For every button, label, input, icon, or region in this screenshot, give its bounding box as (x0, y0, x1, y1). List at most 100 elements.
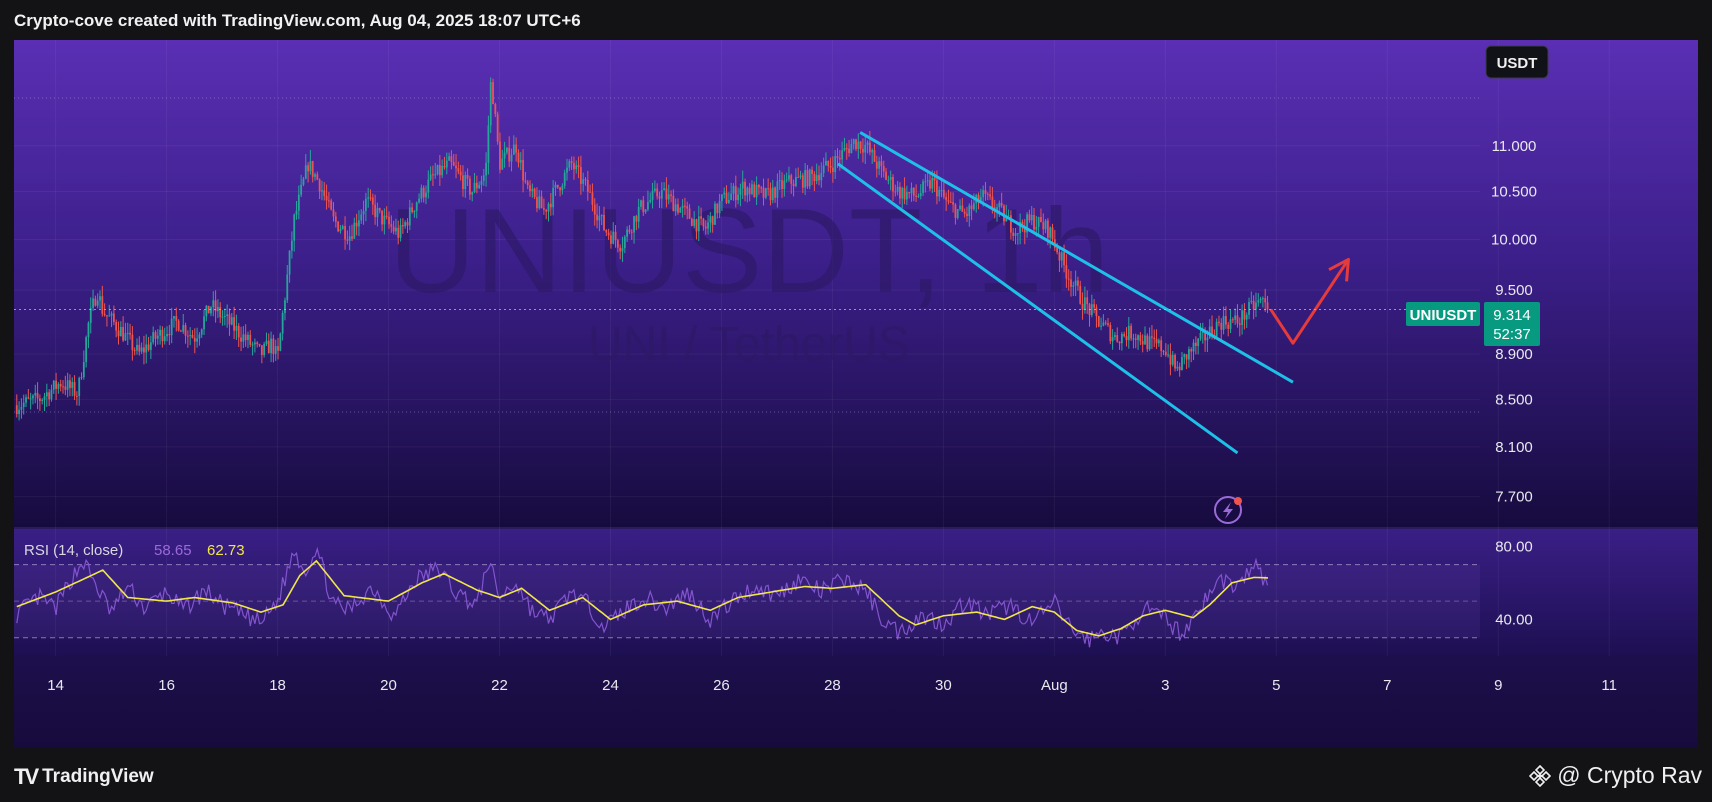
candle-body (554, 184, 557, 188)
candle-body (901, 187, 904, 199)
candle-body (938, 190, 941, 197)
candle-body (327, 200, 330, 202)
candle-body (610, 235, 612, 244)
candle-body (1222, 316, 1225, 330)
candle-body (998, 202, 1001, 208)
candle-body (1190, 349, 1193, 352)
candle-body (508, 147, 511, 162)
candle-body (862, 148, 864, 153)
candle-body (69, 380, 71, 388)
candle-body (401, 225, 404, 227)
candle-body (318, 179, 321, 192)
projection-arrow-head[interactable] (1328, 257, 1350, 282)
candle-body (644, 209, 647, 213)
tradingview-name: TradingView (42, 766, 154, 787)
candle-body (371, 197, 374, 205)
candle-body (603, 214, 605, 231)
candle-body (420, 187, 423, 199)
candle-body (112, 313, 115, 322)
lightning-alert-button[interactable] (1214, 496, 1242, 524)
main-pane-background (14, 40, 1698, 528)
candle-body (288, 250, 291, 275)
candle-body (353, 222, 356, 239)
candle-body (1060, 252, 1063, 261)
candle-body (598, 216, 601, 221)
candle-body (302, 178, 305, 185)
candle-body (103, 313, 106, 316)
channel-upper-trendline[interactable] (859, 131, 1294, 384)
price-tick-label: 11.000 (1492, 138, 1537, 155)
candle-body (145, 344, 148, 353)
candle-body (443, 165, 446, 168)
candle-body (949, 201, 952, 203)
candle-body (1252, 300, 1255, 310)
candle-body (774, 187, 776, 198)
candle-body (563, 172, 566, 186)
candle-body (1245, 314, 1248, 320)
channel-lower-trendline[interactable] (837, 162, 1239, 455)
candle-body (596, 214, 598, 221)
candle-body (647, 201, 649, 210)
candle-body (929, 180, 931, 189)
candle-body (984, 190, 987, 194)
candle-body (1183, 354, 1186, 358)
candle-body (841, 150, 844, 160)
candle-body (149, 342, 152, 350)
candle-body (55, 380, 57, 389)
candle-body (475, 182, 478, 189)
candle-body (126, 332, 129, 334)
tradingview-brand[interactable]: TV TradingView (14, 764, 154, 790)
candle-body (517, 152, 520, 163)
candle-body (931, 177, 934, 189)
candle-body (866, 142, 869, 145)
candle-body (855, 139, 857, 149)
candle-body (709, 216, 712, 223)
candle-body (612, 231, 615, 244)
candle-body (203, 316, 205, 330)
candle-body (868, 142, 871, 153)
candle-body (693, 219, 696, 226)
candle-body (228, 314, 231, 325)
candle-body (163, 336, 166, 342)
candle-body (140, 347, 143, 352)
candle-body (653, 188, 656, 191)
candle-body (138, 344, 141, 352)
candle-body (1181, 357, 1183, 371)
candle-body (748, 187, 751, 194)
candle-body (686, 206, 689, 209)
rsi-legend[interactable]: RSI (14, close) 58.65 62.73 (24, 542, 245, 559)
candle-body (75, 395, 78, 397)
currency-button[interactable]: USDT (1485, 45, 1549, 79)
price-axis[interactable]: 11.000 10.500 10.000 9.500 8.900 8.500 8.100 7.… (1491, 138, 1537, 506)
candle-body (806, 170, 809, 187)
candle-body (896, 186, 899, 192)
candle-body (191, 335, 194, 338)
chart-panel[interactable]: UNIUSDT, 1h UNI / TetherUS 11.000 10.500 1… (14, 40, 1698, 748)
candle-body (436, 165, 439, 175)
last-price-badges: UNIUSDT 9.314 52:37 (1406, 302, 1540, 346)
candle-body (734, 186, 737, 201)
candle-body (936, 180, 938, 197)
candle-body (1264, 298, 1267, 303)
time-tick-label: 26 (713, 677, 730, 694)
candle-body (1074, 280, 1077, 286)
candle-body (1130, 325, 1133, 339)
candle-body (621, 248, 624, 252)
candle-body (307, 165, 309, 172)
tradingview-logo-icon: TV (14, 764, 39, 789)
candle-body (531, 188, 534, 192)
candle-body (237, 325, 240, 338)
projection-arrow-path[interactable] (1269, 258, 1350, 345)
drawing-annotations[interactable] (837, 131, 1350, 455)
candle-body (785, 179, 788, 181)
candle-body (466, 175, 469, 179)
candle-body (1250, 300, 1253, 303)
time-axis[interactable]: 14 16 18 20 22 24 26 28 30 Aug 3 5 7 9 11 (47, 677, 1617, 694)
candle-body (323, 190, 326, 196)
chart-svg[interactable]: UNIUSDT, 1h UNI / TetherUS 11.00010.5001… (14, 40, 1698, 748)
candle-body (859, 141, 862, 149)
candle-body (982, 190, 985, 198)
candle-body (986, 193, 989, 195)
candle-body (1051, 227, 1054, 240)
candle-body (919, 193, 922, 196)
